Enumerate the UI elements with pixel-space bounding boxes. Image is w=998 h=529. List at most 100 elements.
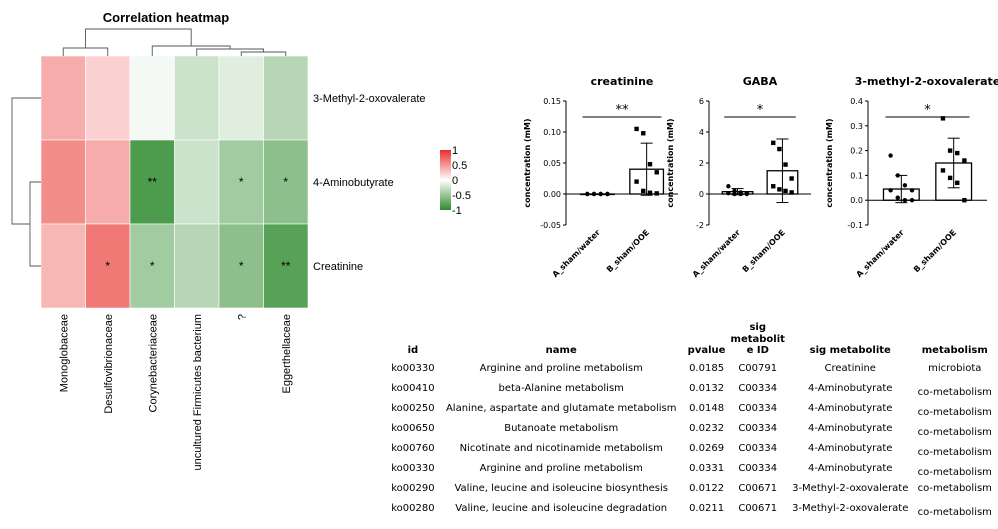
x-tick-label: B_sham/OOE <box>741 228 787 274</box>
cell-metabolism: co-metabolism <box>917 407 992 418</box>
data-point <box>647 162 653 167</box>
cell-pvalue: 0.0331 <box>689 462 725 474</box>
y-tick-label: 0.05 <box>543 159 561 168</box>
y-tick-label: 0.3 <box>850 122 863 131</box>
cell-pvalue: 0.0132 <box>689 382 725 394</box>
cell-pvalue: 0.0185 <box>689 362 725 374</box>
cell-metabolism: co-metabolism <box>917 427 992 438</box>
data-point <box>777 187 782 192</box>
heatmap-cell <box>40 139 86 225</box>
data-point <box>895 173 900 178</box>
cell-pvalue: 0.0122 <box>689 482 725 494</box>
chart-title: creatinine <box>591 75 654 88</box>
y-tick-label: 0.10 <box>543 128 561 137</box>
data-point <box>955 180 960 186</box>
data-point <box>902 183 908 188</box>
data-point <box>726 191 731 196</box>
cell-id: ko00250 <box>391 402 435 414</box>
table-row: ko00650 Butanoate metabolism 0.0232 C003… <box>388 419 996 439</box>
cell-metabolism: co-metabolism <box>917 387 992 398</box>
cell-pvalue: 0.0148 <box>689 402 725 414</box>
header-sig-id-line-3: e ID <box>746 345 769 356</box>
significance-mark: * <box>239 175 244 189</box>
row-label: 4-Aminobutyrate <box>313 177 394 189</box>
cell-pvalue: 0.0211 <box>689 502 725 514</box>
y-tick-label: -0.1 <box>847 221 863 230</box>
bar-chart: 3-methyl-2-oxovalerate -0.1 0.0 0.1 0.2 0.3 0.… <box>825 75 998 279</box>
table-header-row: id name pvalue sig metabolit e ID sig me… <box>388 322 996 359</box>
y-tick-label: 0.2 <box>850 147 863 156</box>
cell-sig-id: C00791 <box>738 362 778 374</box>
column-label: Monoglobaceae <box>58 314 70 392</box>
heatmap-cell <box>218 139 264 225</box>
y-axis-label: concentration (mM) <box>523 118 532 207</box>
heatmap-cell <box>263 139 309 225</box>
header-sig-id-line-2: metabolit <box>730 333 785 345</box>
table-row: ko00250 Alanine, aspartate and glutamate… <box>388 399 996 419</box>
table-row: ko00330 Arginine and proline metabolism … <box>388 459 996 479</box>
cell-id: ko00650 <box>391 422 435 434</box>
heatmap-cell <box>263 223 309 309</box>
colorbar-tick-label: 0.5 <box>452 160 467 172</box>
significance-mark: * <box>283 175 288 189</box>
y-tick-label: 0.0 <box>850 196 863 205</box>
x-tick-label: B_sham/OOE <box>912 228 958 274</box>
cell-name: Alanine, aspartate and glutamate metabol… <box>445 402 677 414</box>
chart-title: 3-methyl-2-oxovalerate <box>855 75 998 88</box>
heatmap-cell <box>40 223 86 309</box>
cell-name: Arginine and proline metabolism <box>479 362 643 374</box>
cell-sig-metabolite: 4-Aminobutyrate <box>808 442 893 454</box>
data-point <box>641 188 646 194</box>
cell-sig-metabolite: 4-Aminobutyrate <box>808 382 893 394</box>
data-point <box>789 176 794 181</box>
cell-metabolism: co-metabolism <box>917 507 992 518</box>
significance-label: * <box>924 103 931 118</box>
data-point <box>955 150 960 156</box>
cell-sig-metabolite: Creatinine <box>824 362 876 374</box>
data-point <box>783 162 788 167</box>
data-point <box>771 184 776 189</box>
y-tick-label: 0.1 <box>850 171 863 180</box>
data-point <box>777 146 782 152</box>
data-point <box>947 175 953 181</box>
heatmap-cell <box>174 139 220 225</box>
colorbar-tick-label: -0.5 <box>452 190 471 202</box>
data-point <box>726 184 731 189</box>
x-tick-label: A_sham/water <box>551 228 602 279</box>
heatmap-cell <box>174 223 220 309</box>
colorbar <box>440 150 451 210</box>
y-tick-label: -2 <box>696 221 704 230</box>
data-point <box>732 191 737 197</box>
row-label: Creatinine <box>313 261 363 273</box>
significance-label: ** <box>616 103 630 118</box>
cell-sig-id: C00334 <box>738 462 778 474</box>
colorbar-tick-label: 1 <box>452 145 458 157</box>
data-point <box>744 191 749 197</box>
cell-name: Valine, leucine and isoleucine degradati… <box>455 502 668 514</box>
cell-id: ko00760 <box>391 442 435 454</box>
cell-id: ko00290 <box>391 482 435 494</box>
header-sig-metabolite-id: sig metabolit e ID <box>729 322 787 359</box>
header-metabolism: metabolism <box>921 345 988 356</box>
data-point <box>605 191 610 197</box>
colorbar-tick-label: 0 <box>452 175 458 187</box>
y-tick-label: 4 <box>699 128 704 137</box>
heatmap-title: Correlation heatmap <box>103 10 229 25</box>
cell-name: beta-Alanine metabolism <box>498 382 624 394</box>
cell-metabolism: co-metabolism <box>917 467 992 478</box>
data-point <box>654 170 659 175</box>
data-point <box>598 191 603 197</box>
heatmap-cell <box>263 55 309 141</box>
data-point <box>888 153 893 158</box>
data-point <box>732 188 737 194</box>
data-point <box>909 188 915 193</box>
cell-metabolism: co-metabolism <box>917 482 992 494</box>
cell-sig-id: C00334 <box>738 422 778 434</box>
data-point <box>895 195 900 200</box>
cell-name: Arginine and proline metabolism <box>479 462 643 474</box>
cell-sig-id: C00334 <box>738 442 778 454</box>
header-pvalue: pvalue <box>687 345 726 356</box>
data-point <box>902 198 908 203</box>
header-id: id <box>407 345 419 356</box>
